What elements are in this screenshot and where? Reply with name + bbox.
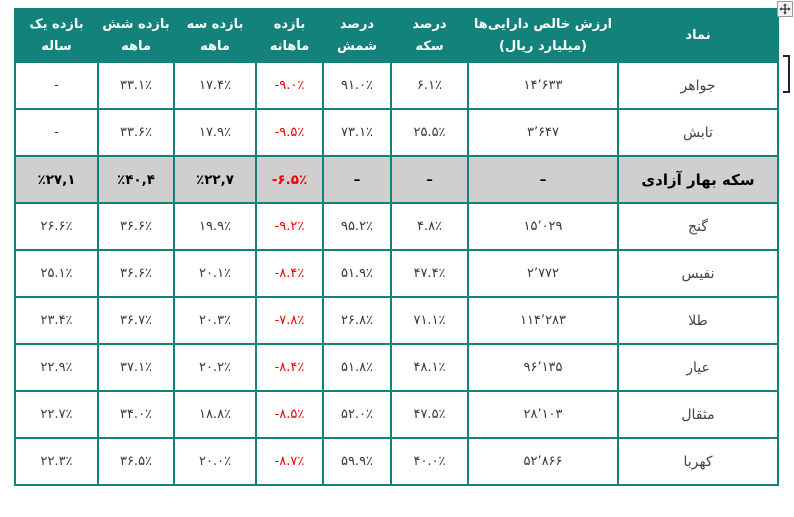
cell-6month-return: ٪۴۰,۴ [97, 155, 175, 204]
col-header-6month-return: بازده شش ماهه [97, 8, 175, 63]
cell-nav: ۲۸٬۱۰۳ [467, 390, 619, 439]
cell-bullion-percent: ۵۲.۰٪ [322, 390, 392, 439]
cell-symbol: طلا [617, 296, 779, 345]
col-header-coin-percent: درصد سکه [390, 8, 469, 63]
table-row-highlighted: سکه بهار آزادی – – – -۶.۵٪ ٪۲۲,۷ ٪۴۰,۴ ٪… [14, 155, 779, 204]
cell-coin-percent: ۷۱.۱٪ [390, 296, 469, 345]
cell-bullion-percent: ۵۱.۸٪ [322, 343, 392, 392]
cell-bullion-percent: ۵۹.۹٪ [322, 437, 392, 486]
cell-coin-percent: ۴.۸٪ [390, 202, 469, 251]
table-row: طلا ۱۱۴٬۲۸۳ ۷۱.۱٪ ۲۶.۸٪ -۷.۸٪ ۲۰.۳٪ ۳۶.۷… [14, 296, 779, 345]
cell-3month-return: ۲۰.۰٪ [173, 437, 257, 486]
col-header-1year-return: بازده یک ساله [14, 8, 99, 63]
cell-bullion-percent: ۵۱.۹٪ [322, 249, 392, 298]
cell-6month-return: ۳۴.۰٪ [97, 390, 175, 439]
cell-3month-return: ۱۹.۹٪ [173, 202, 257, 251]
cell-coin-percent: ۴۷.۴٪ [390, 249, 469, 298]
table-row: تابش ۳٬۶۴۷ ۲۵.۵٪ ۷۳.۱٪ -۹.۵٪ ۱۷.۹٪ ۳۳.۶٪… [14, 108, 779, 157]
col-header-bullion-percent: درصد شمش [322, 8, 392, 63]
cell-6month-return: ۳۷.۱٪ [97, 343, 175, 392]
cell-6month-return: ۳۶.۶٪ [97, 249, 175, 298]
cell-3month-return: ٪۲۲,۷ [173, 155, 257, 204]
cell-bullion-percent: ۲۶.۸٪ [322, 296, 392, 345]
table-move-handle[interactable] [777, 1, 793, 17]
cell-monthly-return: -۸.۷٪ [255, 437, 324, 486]
cell-coin-percent: ۴۸.۱٪ [390, 343, 469, 392]
gold-funds-table: نماد ارزش خالص دارایی‌ها (میلیارد ریال) د… [14, 8, 779, 486]
cell-nav: ۱۵٬۰۲۹ [467, 202, 619, 251]
cell-symbol: گنج [617, 202, 779, 251]
cell-3month-return: ۱۷.۹٪ [173, 108, 257, 157]
header-row: نماد ارزش خالص دارایی‌ها (میلیارد ریال) د… [14, 8, 779, 63]
cell-bullion-percent: – [322, 155, 392, 204]
cell-monthly-return: -۸.۴٪ [255, 343, 324, 392]
col-header-symbol-label: نماد [685, 27, 711, 43]
cell-coin-percent: ۲۵.۵٪ [390, 108, 469, 157]
cell-symbol: کهربا [617, 437, 779, 486]
cell-bullion-percent: ۹۵.۲٪ [322, 202, 392, 251]
cell-1year-return: ۲۲.۳٪ [14, 437, 99, 486]
cell-3month-return: ۲۰.۳٪ [173, 296, 257, 345]
cell-monthly-return: -۹.۲٪ [255, 202, 324, 251]
table-row: مثقال ۲۸٬۱۰۳ ۴۷.۵٪ ۵۲.۰٪ -۸.۵٪ ۱۸.۸٪ ۳۴.… [14, 390, 779, 439]
cell-nav: – [467, 155, 619, 204]
table-row: عیار ۹۶٬۱۳۵ ۴۸.۱٪ ۵۱.۸٪ -۸.۴٪ ۲۰.۲٪ ۳۷.۱… [14, 343, 779, 392]
cell-1year-return: ۲۳.۴٪ [14, 296, 99, 345]
cell-1year-return: ۲۵.۱٪ [14, 249, 99, 298]
text-caret-bracket [783, 55, 790, 93]
cell-nav: ۱۴٬۶۳۳ [467, 61, 619, 110]
table-row: کهربا ۵۲٬۸۶۶ ۴۰.۰٪ ۵۹.۹٪ -۸.۷٪ ۲۰.۰٪ ۳۶.… [14, 437, 779, 486]
cell-symbol: تابش [617, 108, 779, 157]
cell-1year-return: ۲۲.۹٪ [14, 343, 99, 392]
cell-coin-percent: ۶.۱٪ [390, 61, 469, 110]
table-row: جواهر ۱۴٬۶۳۳ ۶.۱٪ ۹۱.۰٪ -۹.۰٪ ۱۷.۴٪ ۳۳.۱… [14, 61, 779, 110]
cell-nav: ۱۱۴٬۲۸۳ [467, 296, 619, 345]
cell-symbol: نفیس [617, 249, 779, 298]
table-row: گنج ۱۵٬۰۲۹ ۴.۸٪ ۹۵.۲٪ -۹.۲٪ ۱۹.۹٪ ۳۶.۶٪ … [14, 202, 779, 251]
cell-1year-return: ٪۲۷,۱ [14, 155, 99, 204]
cell-monthly-return: -۹.۵٪ [255, 108, 324, 157]
cell-monthly-return: -۹.۰٪ [255, 61, 324, 110]
cell-3month-return: ۲۰.۱٪ [173, 249, 257, 298]
cell-6month-return: ۳۶.۷٪ [97, 296, 175, 345]
col-header-monthly-return: بازده ماهانه [255, 8, 324, 63]
col-header-symbol: نماد [617, 8, 779, 63]
gold-funds-table-container: نماد ارزش خالص دارایی‌ها (میلیارد ریال) د… [14, 8, 779, 486]
cell-monthly-return: -۸.۵٪ [255, 390, 324, 439]
cell-bullion-percent: ۷۳.۱٪ [322, 108, 392, 157]
cell-symbol: سکه بهار آزادی [617, 155, 779, 204]
cell-6month-return: ۳۶.۵٪ [97, 437, 175, 486]
cell-6month-return: ۳۳.۶٪ [97, 108, 175, 157]
cell-monthly-return: -۷.۸٪ [255, 296, 324, 345]
cell-coin-percent: ۴۰.۰٪ [390, 437, 469, 486]
cell-monthly-return: -۸.۴٪ [255, 249, 324, 298]
cell-nav: ۹۶٬۱۳۵ [467, 343, 619, 392]
cell-3month-return: ۱۸.۸٪ [173, 390, 257, 439]
cell-bullion-percent: ۹۱.۰٪ [322, 61, 392, 110]
cell-symbol: مثقال [617, 390, 779, 439]
col-header-nav: ارزش خالص دارایی‌ها (میلیارد ریال) [467, 8, 619, 63]
cell-6month-return: ۳۳.۱٪ [97, 61, 175, 110]
cell-3month-return: ۱۷.۴٪ [173, 61, 257, 110]
cell-1year-return: ۲۲.۷٪ [14, 390, 99, 439]
cell-3month-return: ۲۰.۲٪ [173, 343, 257, 392]
cell-monthly-return: -۶.۵٪ [255, 155, 324, 204]
cell-6month-return: ۳۶.۶٪ [97, 202, 175, 251]
cell-symbol: عیار [617, 343, 779, 392]
col-header-3month-return: بازده سه ماهه [173, 8, 257, 63]
cell-coin-percent: – [390, 155, 469, 204]
cell-1year-return: ۲۶.۶٪ [14, 202, 99, 251]
table-row: نفیس ۲٬۷۷۲ ۴۷.۴٪ ۵۱.۹٪ -۸.۴٪ ۲۰.۱٪ ۳۶.۶٪… [14, 249, 779, 298]
cell-nav: ۳٬۶۴۷ [467, 108, 619, 157]
cell-nav: ۲٬۷۷۲ [467, 249, 619, 298]
move-arrows-icon [779, 3, 791, 15]
cell-coin-percent: ۴۷.۵٪ [390, 390, 469, 439]
cell-nav: ۵۲٬۸۶۶ [467, 437, 619, 486]
cell-1year-return: - [14, 108, 99, 157]
cell-1year-return: - [14, 61, 99, 110]
cell-symbol: جواهر [617, 61, 779, 110]
